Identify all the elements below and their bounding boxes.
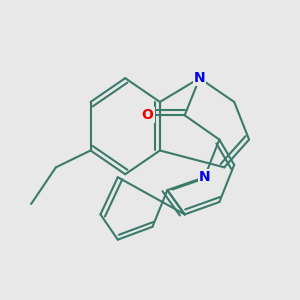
Text: O: O	[142, 108, 154, 122]
Text: N: N	[194, 71, 205, 85]
Text: N: N	[199, 170, 210, 184]
